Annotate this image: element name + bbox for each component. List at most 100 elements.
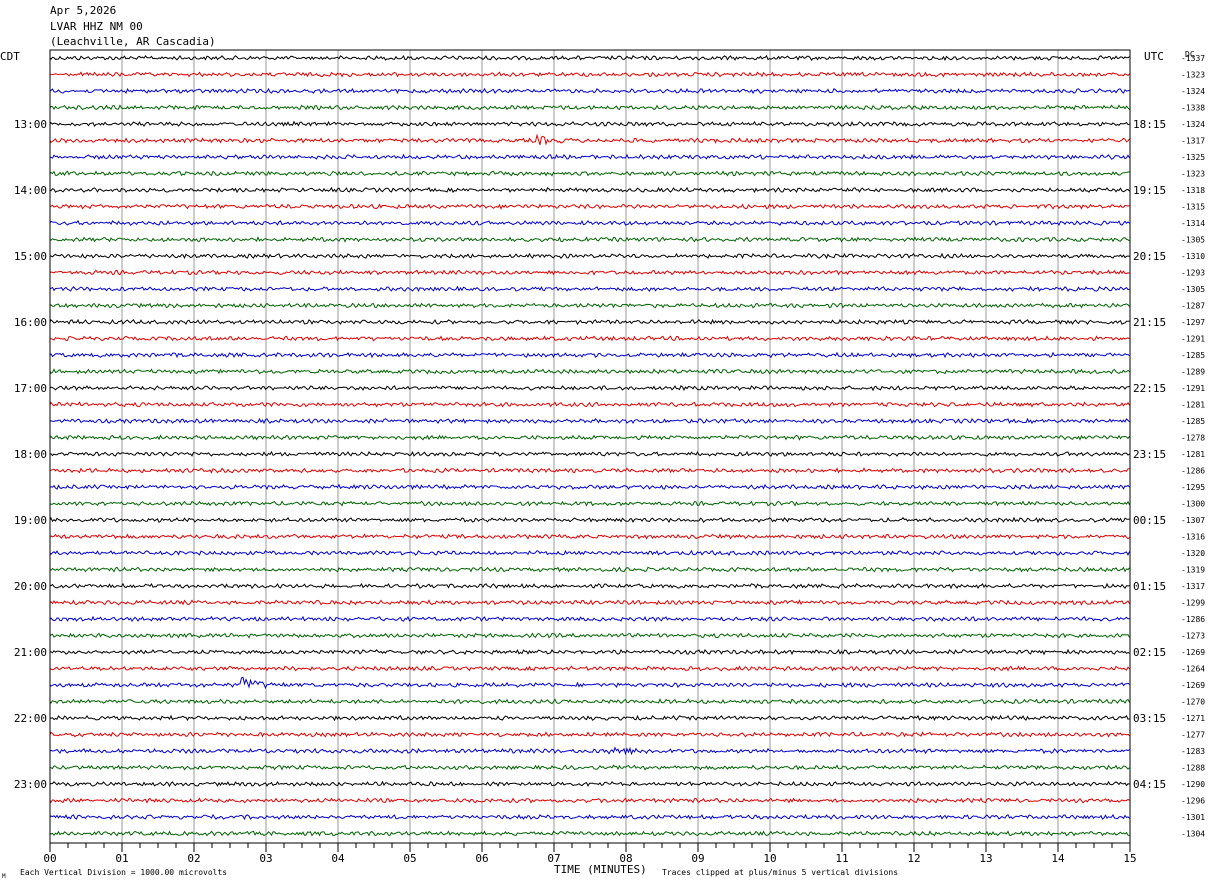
x-tick-label: 02 — [187, 852, 200, 865]
dc-offset-label: -1325 — [1181, 153, 1205, 162]
footer-mark: M — [2, 873, 6, 880]
trace-line — [49, 516, 1130, 524]
dc-offset-label: -1324 — [1181, 87, 1205, 96]
dc-offset-label: -1317 — [1181, 137, 1205, 146]
seismic-traces — [49, 54, 1130, 837]
x-tick-label: 00 — [43, 852, 56, 865]
dc-offset-label: -1281 — [1181, 450, 1205, 459]
dc-offset-label: -1323 — [1181, 170, 1205, 179]
dc-offset-label: -1307 — [1181, 516, 1205, 525]
trace-line — [49, 450, 1130, 457]
footer-right-note: Traces clipped at plus/minus 5 vertical … — [662, 868, 898, 877]
dc-offset-label: -1270 — [1181, 698, 1205, 707]
dc-offset-label: -1286 — [1181, 615, 1205, 624]
x-tick-label: 10 — [763, 852, 776, 865]
right-hour-label: 22:15 — [1133, 382, 1166, 395]
trace-line — [49, 467, 1130, 474]
trace-line — [49, 285, 1130, 293]
dc-offset-label: -1264 — [1181, 665, 1205, 674]
trace-line — [49, 104, 1130, 111]
dc-offset-label: -1310 — [1181, 252, 1205, 261]
dc-offset-label: -1314 — [1181, 219, 1205, 228]
dc-offset-label: -1338 — [1181, 104, 1205, 113]
dc-offset-label: -1288 — [1181, 764, 1205, 773]
dc-offset-label: -1287 — [1181, 302, 1205, 311]
trace-line — [49, 186, 1130, 194]
dc-offset-label: -1323 — [1181, 71, 1205, 80]
left-hour-label: 23:00 — [14, 778, 47, 791]
trace-line — [49, 87, 1130, 95]
x-tick-label: 13 — [979, 852, 992, 865]
right-hour-label: 19:15 — [1133, 184, 1166, 197]
trace-line — [49, 500, 1130, 507]
dc-offset-label: -1277 — [1181, 731, 1205, 740]
trace-line — [49, 302, 1130, 309]
dc-offset-label: -1269 — [1181, 681, 1205, 690]
trace-line — [49, 615, 1130, 623]
trace-line — [49, 731, 1130, 738]
right-hour-label: 01:15 — [1133, 580, 1166, 593]
x-tick-label: 12 — [907, 852, 920, 865]
left-timezone-label: CDT — [0, 50, 20, 63]
x-tick-label: 14 — [1051, 852, 1065, 865]
trace-line — [49, 236, 1130, 243]
right-hour-label: 03:15 — [1133, 712, 1166, 725]
dc-offset-label: -1283 — [1181, 747, 1205, 756]
dc-offset-label: -1271 — [1181, 714, 1205, 723]
footer-left-note: Each Vertical Division = 1000.00 microvo… — [20, 868, 227, 877]
trace-line — [49, 401, 1130, 408]
dc-offset-label: -1301 — [1181, 813, 1205, 822]
header-date: Apr 5,2026 — [50, 4, 117, 17]
trace-line — [49, 219, 1130, 227]
trace-line — [49, 714, 1130, 722]
trace-line — [49, 335, 1130, 342]
x-tick-label: 08 — [619, 852, 632, 865]
dc-offset-label: -1273 — [1181, 632, 1205, 641]
dc-offset-label: -1296 — [1181, 797, 1205, 806]
dc-offset-label: -1291 — [1181, 384, 1205, 393]
dc-offset-label: -1291 — [1181, 335, 1205, 344]
trace-line — [49, 120, 1130, 128]
trace-line — [49, 133, 1130, 146]
trace-line — [49, 318, 1130, 326]
trace-line — [49, 599, 1130, 606]
header-station: LVAR HHZ NM 00 — [50, 20, 143, 33]
dc-offset-label: -1293 — [1181, 269, 1205, 278]
trace-line — [49, 351, 1130, 359]
dc-offset-label: -1290 — [1181, 780, 1205, 789]
trace-line — [49, 203, 1130, 210]
header-location: (Leachville, AR Cascadia) — [50, 35, 216, 48]
trace-line — [49, 566, 1130, 573]
trace-line — [49, 830, 1130, 837]
left-hour-label: 18:00 — [14, 448, 47, 461]
left-hour-label: 20:00 — [14, 580, 47, 593]
right-hour-label: 00:15 — [1133, 514, 1166, 527]
trace-line — [49, 71, 1130, 78]
dc-offset-label: -1278 — [1181, 434, 1205, 443]
trace-line — [49, 746, 1130, 756]
trace-line — [49, 648, 1130, 656]
right-hour-label: 04:15 — [1133, 778, 1166, 791]
left-hour-label: 13:00 — [14, 118, 47, 131]
dc-offset-label: -1305 — [1181, 236, 1205, 245]
right-hour-label: 20:15 — [1133, 250, 1166, 263]
trace-line — [49, 417, 1130, 425]
dc-offset-label: -1285 — [1181, 417, 1205, 426]
dc-offset-label: -1269 — [1181, 648, 1205, 657]
trace-line — [49, 54, 1130, 62]
right-hour-label: 23:15 — [1133, 448, 1166, 461]
trace-line — [49, 153, 1130, 160]
trace-line — [49, 780, 1130, 788]
trace-line — [49, 170, 1130, 177]
dc-offset-label: -1297 — [1181, 318, 1205, 327]
x-tick-label: 11 — [835, 852, 848, 865]
trace-line — [49, 483, 1130, 491]
trace-line — [49, 434, 1130, 441]
dc-offset-label: -1304 — [1181, 830, 1205, 839]
trace-line — [49, 665, 1130, 672]
dc-offset-label: -1319 — [1181, 566, 1205, 575]
left-hour-label: 16:00 — [14, 316, 47, 329]
left-hour-label: 19:00 — [14, 514, 47, 527]
dc-label: DC — [1185, 50, 1195, 59]
dc-offset-label: -1285 — [1181, 351, 1205, 360]
